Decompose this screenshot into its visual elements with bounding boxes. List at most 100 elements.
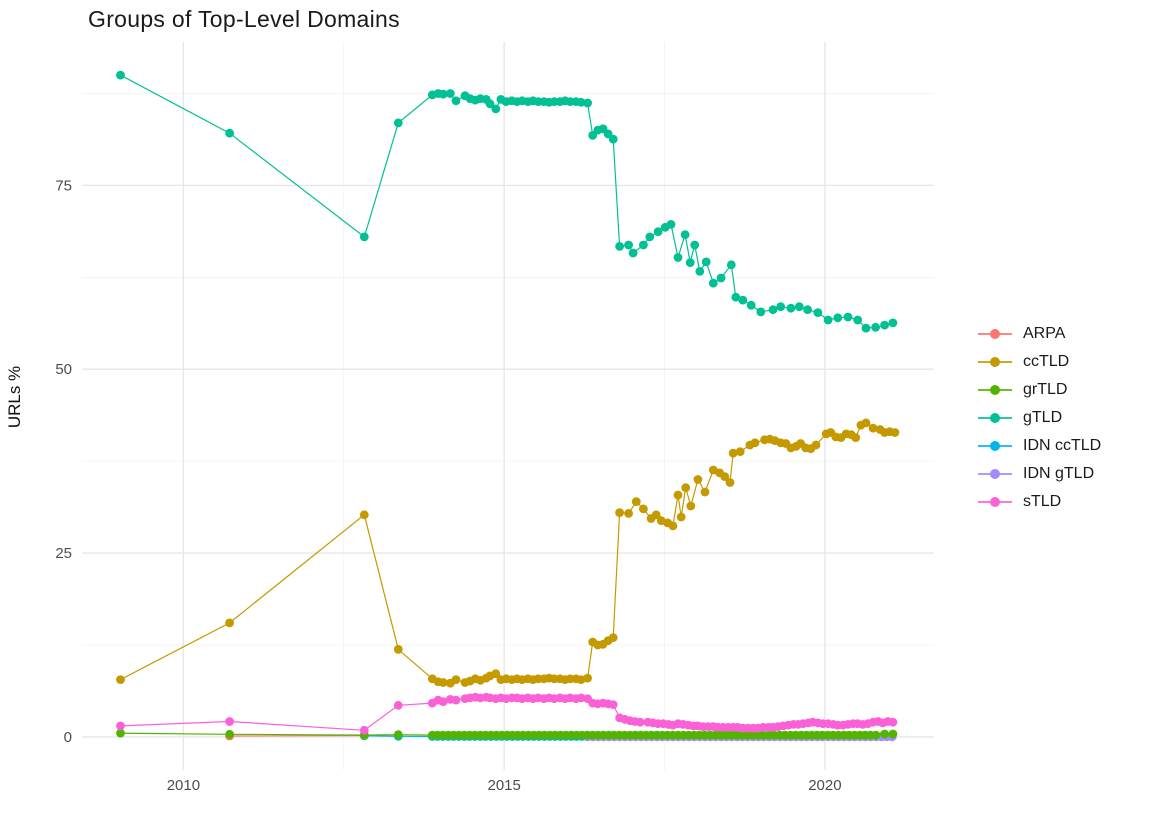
data-point bbox=[726, 260, 736, 270]
axis-tick-labels: 2010 2015 2020 0 25 50 75 bbox=[55, 177, 841, 794]
legend-label: ARPA bbox=[1023, 325, 1066, 342]
legend-label: sTLD bbox=[1023, 493, 1062, 510]
data-point bbox=[768, 305, 778, 315]
data-point bbox=[576, 97, 586, 107]
data-point bbox=[681, 483, 691, 492]
data-point bbox=[491, 669, 501, 679]
data-point bbox=[716, 273, 726, 283]
data-point bbox=[576, 693, 586, 703]
legend-key-dot bbox=[990, 329, 1000, 339]
legend-key-dot bbox=[990, 441, 1000, 451]
data-point bbox=[871, 322, 880, 332]
data-point bbox=[685, 258, 695, 267]
data-point bbox=[700, 487, 710, 497]
legend-key-dot bbox=[990, 357, 1000, 367]
data-point bbox=[890, 428, 900, 437]
x-tick-label: 2015 bbox=[488, 777, 521, 794]
data-point bbox=[485, 99, 495, 109]
data-point bbox=[116, 70, 125, 80]
legend-key-line bbox=[978, 438, 1012, 454]
data-point bbox=[786, 303, 796, 313]
data-point bbox=[225, 717, 235, 726]
data-point bbox=[853, 315, 863, 325]
legend-label: IDN gTLD bbox=[1023, 465, 1095, 482]
data-point bbox=[731, 292, 741, 302]
data-point bbox=[676, 512, 686, 522]
data-point bbox=[666, 220, 676, 229]
data-point bbox=[673, 253, 683, 262]
series-layer bbox=[116, 70, 900, 742]
data-point bbox=[451, 96, 461, 106]
data-point bbox=[690, 240, 700, 250]
gridlines bbox=[82, 42, 934, 770]
legend-item-grtld: grTLD bbox=[978, 376, 1101, 404]
data-point bbox=[624, 240, 633, 250]
legend-label: IDN ccTLD bbox=[1023, 437, 1102, 454]
data-point bbox=[393, 700, 403, 710]
data-point bbox=[746, 300, 756, 310]
legend-key-line bbox=[978, 382, 1012, 398]
legend-key-line bbox=[978, 354, 1012, 370]
legend-label: gTLD bbox=[1023, 409, 1063, 426]
y-tick-label: 75 bbox=[55, 177, 72, 194]
data-point bbox=[861, 323, 871, 333]
y-tick-label: 25 bbox=[55, 545, 72, 562]
data-point bbox=[651, 510, 661, 520]
data-point bbox=[116, 728, 125, 738]
data-point bbox=[225, 618, 235, 628]
y-tick-label: 0 bbox=[64, 729, 72, 746]
y-axis-title: URLs % bbox=[5, 366, 24, 428]
data-point bbox=[445, 89, 455, 98]
data-point bbox=[438, 697, 448, 706]
data-point bbox=[851, 433, 861, 442]
legend-item-gtld: gTLD bbox=[978, 404, 1101, 432]
x-tick-label: 2010 bbox=[167, 777, 200, 794]
data-point bbox=[359, 510, 369, 520]
data-point bbox=[738, 295, 748, 305]
legend: ARPA ccTLD grTLD gTLD IDN ccTLD IDN gTLD… bbox=[978, 320, 1101, 516]
data-point bbox=[451, 675, 461, 684]
data-point bbox=[628, 248, 638, 258]
data-point bbox=[880, 320, 889, 330]
data-point bbox=[645, 232, 655, 242]
data-point bbox=[728, 448, 738, 458]
legend-key-line bbox=[978, 466, 1012, 482]
data-point bbox=[639, 504, 648, 514]
data-point bbox=[803, 305, 812, 315]
data-point bbox=[393, 118, 403, 128]
data-point bbox=[635, 717, 645, 727]
data-point bbox=[393, 730, 403, 740]
data-point bbox=[794, 302, 804, 312]
x-tick-label: 2020 bbox=[808, 777, 841, 794]
legend-key-dot bbox=[990, 497, 1000, 507]
data-point bbox=[359, 232, 369, 242]
data-point bbox=[888, 318, 898, 328]
data-point bbox=[868, 423, 878, 433]
data-point bbox=[624, 509, 633, 518]
data-point bbox=[843, 312, 853, 322]
data-point bbox=[701, 257, 711, 267]
data-point bbox=[359, 725, 369, 735]
data-point bbox=[653, 227, 663, 237]
data-point bbox=[693, 475, 703, 484]
data-point bbox=[725, 478, 735, 487]
legend-label: ccTLD bbox=[1023, 353, 1070, 370]
data-point bbox=[695, 267, 705, 276]
data-point bbox=[438, 89, 448, 99]
legend-label: grTLD bbox=[1023, 381, 1068, 398]
legend-item-idn-gtld: IDN gTLD bbox=[978, 460, 1101, 488]
data-point bbox=[861, 418, 871, 428]
data-point bbox=[871, 730, 881, 740]
legend-key-dot bbox=[990, 385, 1000, 395]
data-point bbox=[750, 438, 760, 448]
data-point bbox=[639, 240, 648, 250]
data-point bbox=[225, 128, 235, 138]
data-point bbox=[811, 440, 821, 450]
data-point bbox=[225, 729, 235, 739]
legend-item-stld: sTLD bbox=[978, 488, 1101, 516]
data-point bbox=[708, 278, 718, 288]
data-point bbox=[438, 678, 448, 687]
data-point bbox=[720, 472, 730, 481]
data-point bbox=[116, 721, 125, 731]
